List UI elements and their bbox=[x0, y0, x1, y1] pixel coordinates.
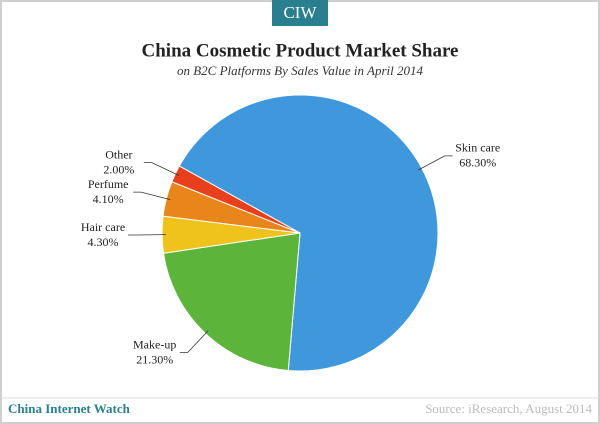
slice-label: Other bbox=[105, 147, 132, 161]
footer-source: Source: iResearch, August 2014 bbox=[425, 401, 592, 416]
value-label: 4.10% bbox=[93, 192, 124, 206]
slice-label: Skin care bbox=[455, 141, 500, 155]
brand-badge bbox=[272, 0, 328, 26]
leader-line bbox=[133, 191, 171, 201]
footer-site: China Internet Watch bbox=[8, 401, 131, 416]
brand: CIW bbox=[283, 3, 317, 22]
leader-line bbox=[143, 162, 180, 176]
slice-label: Hair care bbox=[81, 220, 125, 234]
value-label: 2.00% bbox=[103, 162, 134, 176]
slice-label: Perfume bbox=[88, 177, 129, 191]
leader-line bbox=[418, 155, 453, 171]
slice-label: Make-up bbox=[133, 337, 176, 351]
chart-title: China Cosmetic Product Market Share bbox=[142, 40, 459, 61]
chart-subtitle: on B2C Platforms By Sales Value in April… bbox=[177, 63, 424, 78]
value-label: 21.30% bbox=[136, 352, 173, 366]
leader-line bbox=[179, 330, 209, 353]
value-label: 4.30% bbox=[88, 235, 119, 249]
value-label: 68.30% bbox=[459, 156, 496, 170]
